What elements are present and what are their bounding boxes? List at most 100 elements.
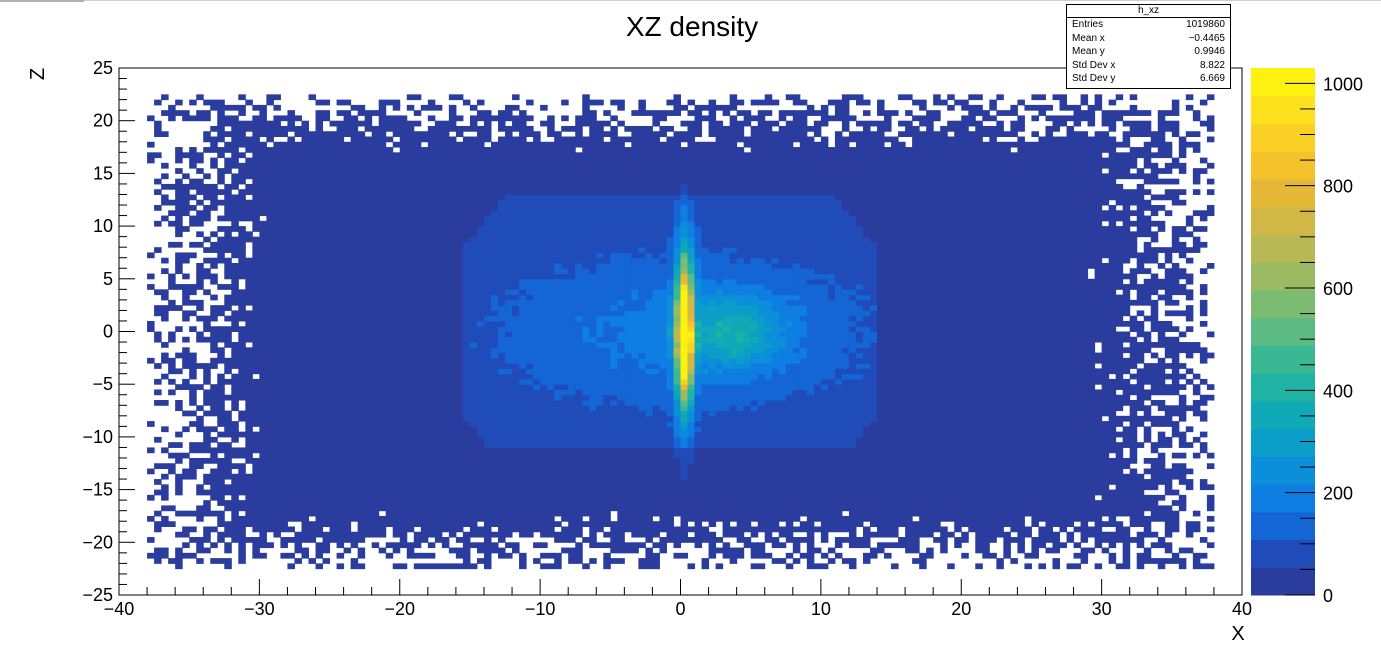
heatmap-cell	[357, 547, 366, 554]
heatmap-cell	[512, 452, 520, 459]
heatmap-cell	[413, 315, 422, 322]
heatmap-cell	[476, 99, 485, 106]
heatmap-cell	[498, 141, 506, 148]
heatmap-cell	[343, 463, 352, 470]
heatmap-cell	[483, 110, 492, 116]
heatmap-cell	[533, 447, 541, 454]
heatmap-cell	[294, 442, 302, 448]
heatmap-cell	[561, 226, 569, 232]
heatmap-cell	[483, 315, 492, 322]
heatmap-cell	[203, 131, 211, 138]
heatmap-cell	[175, 531, 183, 538]
heatmap-cell	[301, 315, 310, 322]
heatmap-cell	[245, 315, 253, 322]
heatmap-cell	[427, 373, 436, 380]
heatmap-cell	[533, 342, 541, 348]
heatmap-cell	[448, 162, 457, 169]
heatmap-cell	[462, 99, 471, 106]
heatmap-cell	[196, 110, 204, 116]
heatmap-cell	[596, 252, 604, 259]
heatmap-cell	[245, 210, 253, 217]
heatmap-cell	[322, 426, 331, 433]
heatmap-cell	[294, 299, 302, 306]
heatmap-cell	[596, 468, 604, 475]
heatmap-cell	[357, 215, 366, 222]
heatmap-cell	[245, 484, 253, 491]
heatmap-cell	[329, 347, 338, 354]
heatmap-cell	[561, 452, 569, 459]
heatmap-cell	[505, 515, 513, 522]
heatmap-cell	[533, 436, 541, 443]
heatmap-cell	[308, 447, 317, 454]
heatmap-cell	[526, 500, 534, 506]
heatmap-cell	[561, 241, 569, 248]
heatmap-cell	[420, 326, 429, 332]
heatmap-cell	[238, 336, 246, 343]
heatmap-cell	[519, 194, 527, 201]
heatmap-cell	[589, 241, 597, 248]
heatmap-cell	[498, 510, 506, 517]
heatmap-cell	[280, 262, 288, 269]
heatmap-cell	[596, 194, 604, 201]
heatmap-cell	[280, 500, 288, 506]
heatmap-cell	[505, 226, 513, 232]
heatmap-cell	[519, 189, 527, 195]
heatmap-cell	[498, 310, 506, 317]
heatmap-cell	[224, 131, 232, 138]
heatmap-cell	[287, 537, 295, 543]
heatmap-cell	[238, 131, 246, 138]
heatmap-cell	[210, 162, 218, 169]
heatmap-cell	[420, 278, 429, 285]
heatmap-cell	[610, 210, 618, 217]
heatmap-cell	[498, 231, 506, 238]
heatmap-cell	[490, 373, 499, 380]
heatmap-cell	[490, 500, 499, 506]
heatmap-cell	[378, 241, 387, 248]
heatmap-cell	[357, 468, 366, 475]
heatmap-cell	[350, 389, 359, 396]
heatmap-cell	[357, 252, 366, 259]
heatmap-cell	[343, 199, 352, 206]
heatmap-cell	[259, 284, 267, 290]
heatmap-cell	[561, 373, 569, 380]
heatmap-cell	[266, 215, 274, 222]
heatmap-cell	[540, 247, 548, 253]
heatmap-cell	[498, 215, 506, 222]
heatmap-cell	[603, 289, 611, 296]
heatmap-cell	[582, 320, 590, 327]
heatmap-cell	[582, 421, 590, 427]
heatmap-cell	[252, 205, 260, 211]
heatmap-cell	[189, 147, 197, 153]
heatmap-cell	[596, 447, 604, 454]
heatmap-cell	[189, 400, 197, 406]
heatmap-cell	[603, 442, 611, 448]
heatmap-cell	[189, 357, 197, 364]
heatmap-cell	[245, 400, 253, 406]
heatmap-cell	[455, 310, 464, 317]
heatmap-cell	[420, 442, 429, 448]
heatmap-cell	[526, 342, 534, 348]
heatmap-cell	[610, 168, 618, 174]
heatmap-cell	[364, 494, 373, 501]
heatmap-cell	[533, 152, 541, 159]
heatmap-cell	[462, 421, 471, 427]
heatmap-cell	[252, 168, 260, 174]
heatmap-cell	[505, 436, 513, 443]
heatmap-cell	[448, 400, 457, 406]
heatmap-cell	[490, 457, 499, 464]
heatmap-cell	[224, 542, 232, 549]
heatmap-cell	[287, 500, 295, 506]
heatmap-cell	[603, 373, 611, 380]
heatmap-cell	[476, 273, 485, 280]
heatmap-cell	[554, 183, 562, 190]
heatmap-cell	[434, 331, 443, 338]
heatmap-cell	[315, 463, 324, 470]
heatmap-cell	[385, 247, 394, 253]
heatmap-cell	[217, 178, 225, 185]
heatmap-cell	[540, 378, 548, 385]
heatmap-cell	[280, 426, 288, 433]
heatmap-cell	[161, 426, 169, 433]
heatmap-cell	[568, 136, 576, 143]
heatmap-cell	[519, 305, 527, 311]
heatmap-cell	[483, 378, 492, 385]
